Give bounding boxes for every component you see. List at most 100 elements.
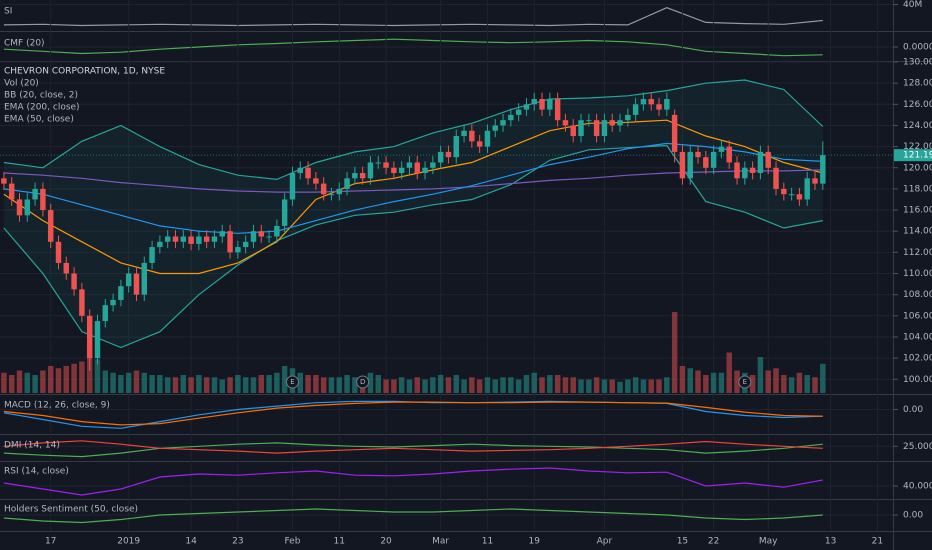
volume-bar [632, 377, 639, 393]
candle-body [281, 199, 288, 226]
event-marker [356, 375, 370, 389]
indicator-line [3, 401, 823, 426]
event-marker [738, 375, 752, 389]
x-tick-label: 11 [482, 537, 493, 547]
volume-bar [164, 377, 171, 393]
last-price-label: 121.19 [903, 151, 932, 161]
candle-body [71, 273, 77, 290]
candle-body [55, 241, 62, 263]
candle-body [523, 104, 530, 110]
volume-bar [55, 368, 62, 393]
volume-bar [796, 372, 803, 393]
volume-bar [469, 377, 475, 393]
volume-bar [586, 379, 592, 393]
volume-bar [79, 361, 85, 393]
volume-bar [554, 375, 561, 393]
volume-bar [484, 377, 491, 393]
candle-body [219, 231, 226, 237]
volume-bar [703, 375, 709, 393]
candle-body [258, 231, 265, 237]
candle-body [461, 130, 467, 137]
volume-bar [765, 370, 771, 393]
candle-body [773, 167, 779, 189]
volume-bar [812, 377, 818, 393]
candle-body [164, 236, 171, 242]
volume-bar [235, 375, 241, 393]
candle-body [734, 162, 740, 179]
y-tick-label: 122.00 [903, 142, 932, 152]
volume-bar [437, 375, 444, 393]
y-tick-label: 40.0000 [903, 482, 932, 492]
y-tick-label: 106.00 [903, 311, 932, 321]
x-tick-label: 15 [677, 537, 688, 547]
candle-body [320, 183, 327, 195]
candle-body [437, 151, 444, 163]
volume-bar [609, 379, 615, 393]
event-marker [285, 375, 299, 389]
ema-line [3, 169, 823, 193]
candle-body [749, 167, 756, 174]
volume-bar [242, 377, 249, 393]
candle-body [726, 146, 732, 163]
candle-body [367, 162, 374, 179]
candle-body [102, 305, 109, 322]
legend-entry: BB (20, close, 2) [4, 91, 78, 101]
volume-bar [406, 379, 413, 393]
volume-bar [593, 377, 600, 393]
candle-body [133, 273, 140, 295]
volume-bar [398, 377, 405, 393]
candle-body [781, 188, 787, 195]
candle-body [157, 241, 163, 248]
candle-body [632, 104, 639, 115]
last-price-box [894, 149, 932, 162]
x-tick-label: 11 [334, 537, 345, 547]
volume-bar [671, 312, 678, 393]
x-tick-label: Apr [597, 537, 613, 547]
candle-body [203, 236, 210, 242]
volume-bar [749, 375, 756, 393]
volume-bar [305, 375, 311, 393]
candle-body [500, 120, 506, 126]
candle-body [336, 188, 342, 195]
x-tick-label: 19 [529, 537, 541, 547]
x-tick-label: 22 [708, 537, 719, 547]
volume-bar [274, 372, 280, 393]
volume-bar [94, 359, 101, 393]
candle-body [515, 109, 522, 115]
volume-bar [125, 372, 132, 393]
candle-body [47, 210, 54, 242]
candle-body [16, 199, 23, 216]
candle-body [94, 321, 101, 359]
candle-body [352, 173, 358, 179]
candle-body [640, 99, 647, 105]
volume-bar [664, 377, 670, 393]
volume-bar [281, 366, 288, 393]
candle-body [422, 167, 428, 174]
indicator-line [3, 508, 823, 524]
y-tick-label: 116.00 [903, 206, 932, 216]
candle-body [554, 99, 561, 121]
volume-bar [430, 377, 436, 393]
volume-bar [102, 370, 109, 393]
candle-body [656, 104, 662, 110]
volume-bar [500, 377, 506, 393]
volume-bar [781, 375, 787, 393]
pane-title: SI [4, 7, 12, 17]
volume-bar [422, 379, 428, 393]
volume-bar [196, 375, 202, 393]
candle-body [188, 236, 194, 244]
volume-bar [453, 375, 459, 393]
candle-body [617, 120, 623, 126]
candle-body [118, 286, 124, 300]
y-tick-label: 120.00 [903, 163, 932, 173]
x-tick-label: Feb [284, 537, 300, 547]
candle-body [679, 151, 686, 179]
candle-body [359, 173, 366, 179]
x-tick-label: 13 [825, 537, 836, 547]
indicator-line [3, 467, 823, 496]
volume-bar [640, 379, 647, 393]
volume-bar [718, 372, 725, 393]
volume-bar [211, 377, 218, 393]
y-tick-label: 0.00 [903, 405, 923, 415]
y-tick-label: 102.00 [903, 354, 932, 364]
